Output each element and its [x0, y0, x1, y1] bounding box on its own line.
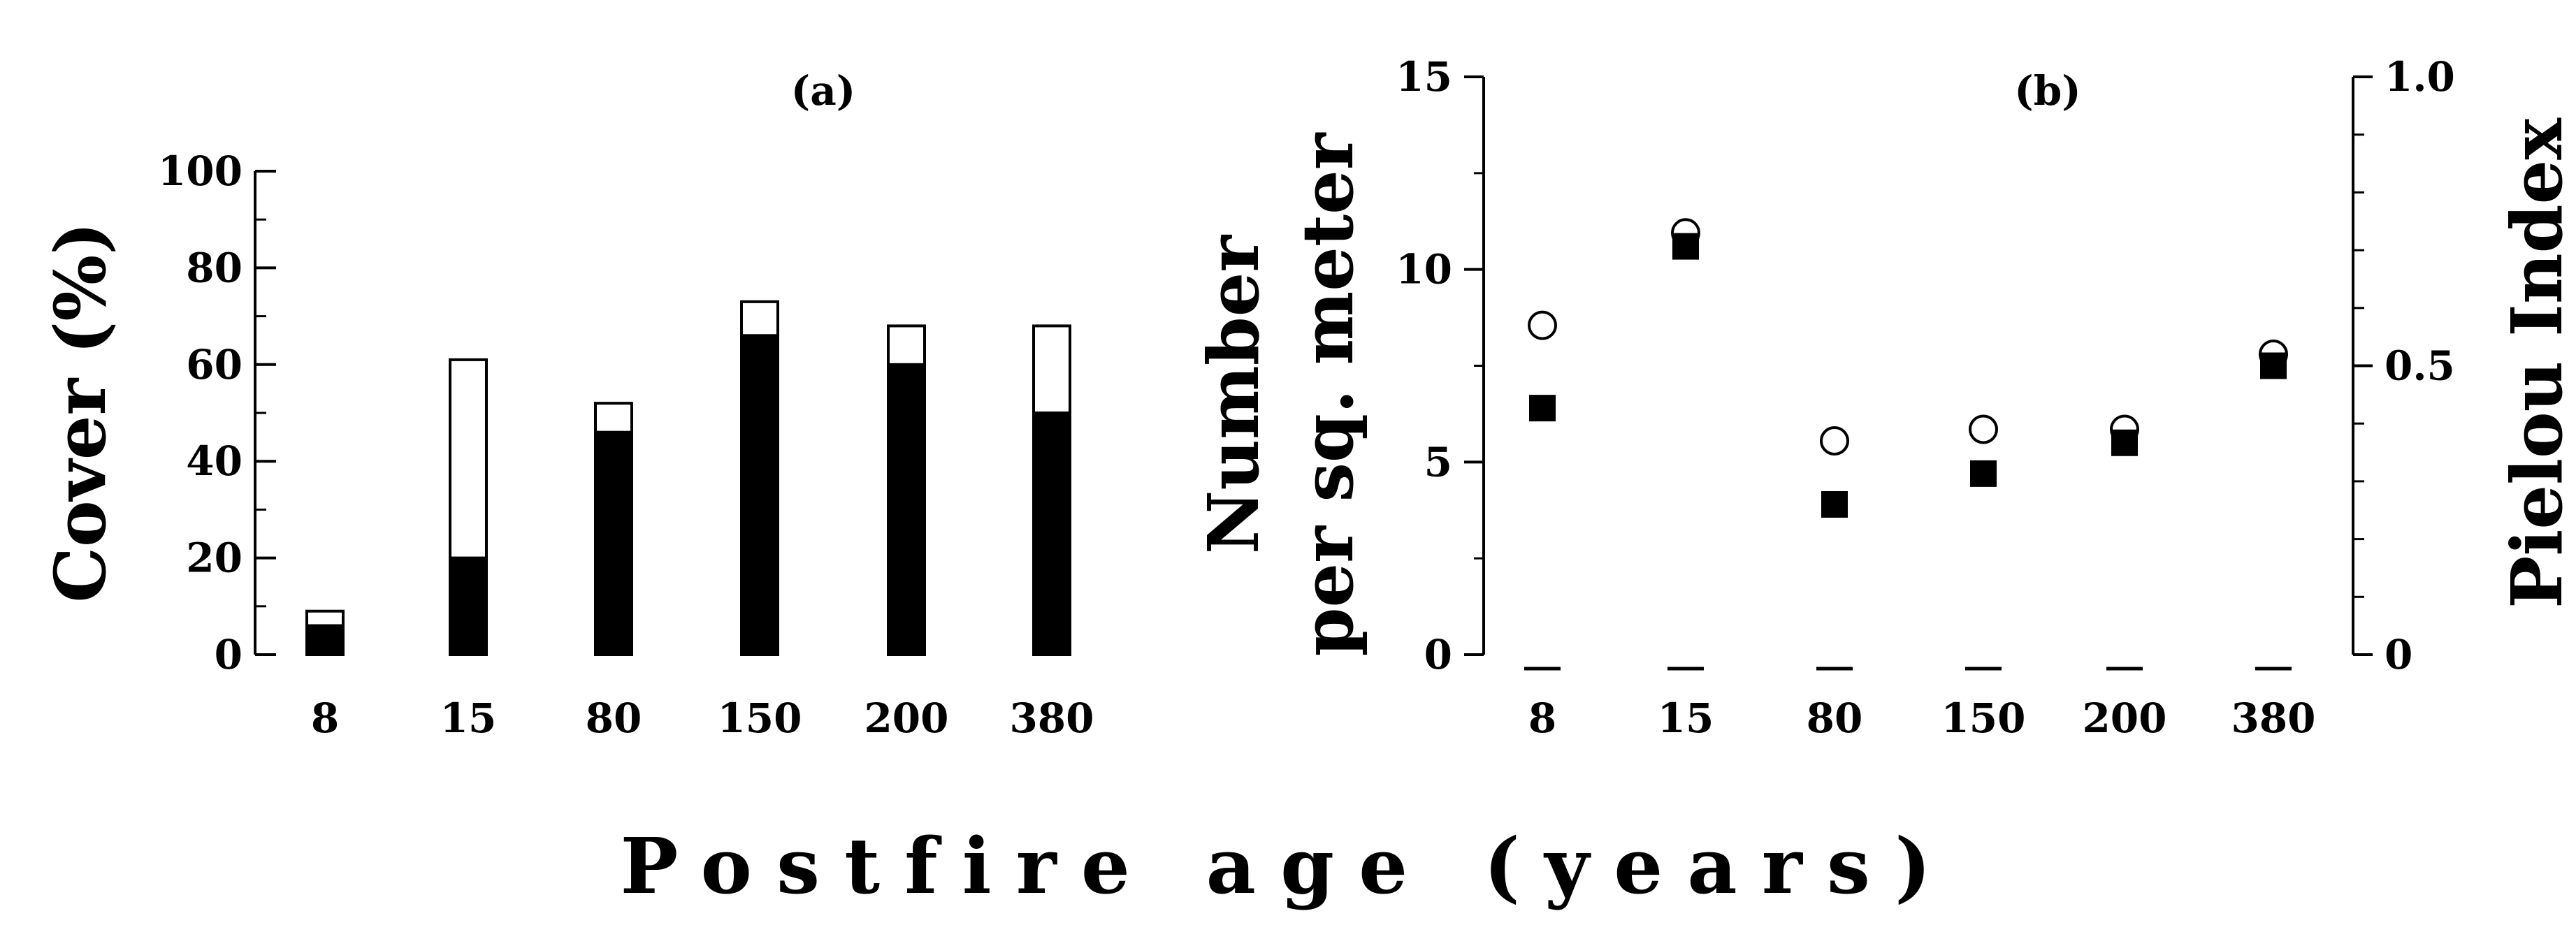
panel-b-x-tick-label: 80: [1807, 694, 1863, 742]
panel-a-bar-upper-segment: [887, 324, 926, 366]
panel-a-bar-upper-segment: [740, 300, 779, 337]
panel-a-x-tick-label: 80: [586, 694, 642, 742]
panel-a-y-tick-label: 40: [186, 437, 243, 485]
panel-a-y-ticks: 0 20 40 60 80 100: [158, 147, 276, 678]
panel-b-right-tick-label: 1.0: [2385, 53, 2455, 101]
panel-b-filled-square-point: [1821, 490, 1848, 518]
panel-b-open-circle-point: [1820, 426, 1849, 456]
panel-a-y-tick-label: 0: [215, 631, 243, 678]
panel-b-left-tick-label: 5: [1424, 438, 1452, 486]
panel-a-bar-upper-segment: [449, 358, 488, 560]
panel-b-left-y-title-line2: per sq. meter: [1287, 132, 1369, 656]
panel-a-label: (a): [791, 67, 855, 115]
panel-b-filled-square-point: [1529, 395, 1556, 422]
panel-a-bars: [305, 300, 1071, 656]
panel-a-y-tick-label: 60: [186, 341, 243, 388]
panel-a-y-axis-title: Cover (%): [39, 221, 122, 602]
panel-a-y-tick-label: 100: [158, 147, 243, 195]
panel-b-x-tick-label: 150: [1941, 694, 2025, 742]
panel-a-x-tick-labels: 8 15 80 150 200 380: [311, 694, 1094, 742]
panel-a-bar-upper-segment: [1032, 324, 1071, 414]
panel-b-left-tick-label: 15: [1396, 53, 1452, 101]
panel-a-bar-lower-segment: [740, 334, 779, 656]
panel-a-bar-lower-segment: [594, 430, 633, 656]
panel-a-y-tick-label: 20: [186, 534, 243, 582]
panel-b-left-y-ticks: 0 5 10 15: [1396, 53, 1484, 678]
panel-a-bar-lower-segment: [449, 556, 488, 656]
panel-b-x-tick-label: 380: [2231, 694, 2315, 742]
panel-a-x-tick-label: 200: [864, 694, 948, 742]
panel-a-x-tick-label: 8: [311, 694, 339, 742]
panel-b-open-circle-point: [1528, 310, 1557, 340]
panel-a-bar-lower-segment: [305, 624, 345, 656]
panel-b-points: [1528, 218, 2288, 518]
panel-a-y-tick-label: 80: [186, 244, 243, 291]
panel-a-bar-upper-segment: [594, 402, 633, 434]
panel-a-bar-lower-segment: [1032, 412, 1071, 656]
panel-b-open-circle-point: [1969, 414, 1998, 444]
panel-a-bar-lower-segment: [887, 363, 926, 656]
panel-b-left-y-title-line1: Number: [1192, 235, 1275, 554]
panel-b-right-tick-label: 0: [2385, 631, 2412, 678]
panel-b-left-tick-label: 10: [1396, 246, 1452, 293]
x-axis-title: Postfire age (years): [621, 821, 1956, 911]
panel-b-right-tick-label: 0.5: [2385, 342, 2455, 390]
panel-b-x-tick-label: 15: [1658, 694, 1714, 742]
panel-a-x-tick-label: 150: [717, 694, 802, 742]
panel-a-cover-chart: (a) 0 20 40 60 80 100 8 15 80 150 200 380 Cover (%…: [39, 67, 1094, 742]
panel-b-filled-square-point: [2111, 429, 2138, 456]
panel-b-filled-square-point: [2260, 352, 2287, 379]
panel-b-x-tick-labels: 8 15 80 150 200 380: [1528, 694, 2316, 742]
panel-b-left-tick-label: 0: [1424, 631, 1452, 678]
panel-b-filled-square-point: [1970, 460, 1997, 487]
panel-b-density-chart: (b) 0 5 10 15 0 0.5 1.0 8 15 80 150 200 380 Number…: [1192, 53, 2576, 742]
panel-a-bar-upper-segment: [305, 609, 345, 627]
panel-b-x-tick-label: 200: [2082, 694, 2166, 742]
panel-b-label: (b): [2014, 67, 2081, 115]
panel-a-x-tick-label: 380: [1009, 694, 1094, 742]
panel-a-x-tick-label: 15: [440, 694, 497, 742]
panel-b-right-y-ticks: 0 0.5 1.0: [2353, 53, 2455, 678]
panel-b-x-tick-label: 8: [1528, 694, 1556, 742]
panel-b-right-y-title: Pielou Index: [2496, 117, 2576, 609]
panel-b-filled-square-point: [1672, 233, 1699, 260]
